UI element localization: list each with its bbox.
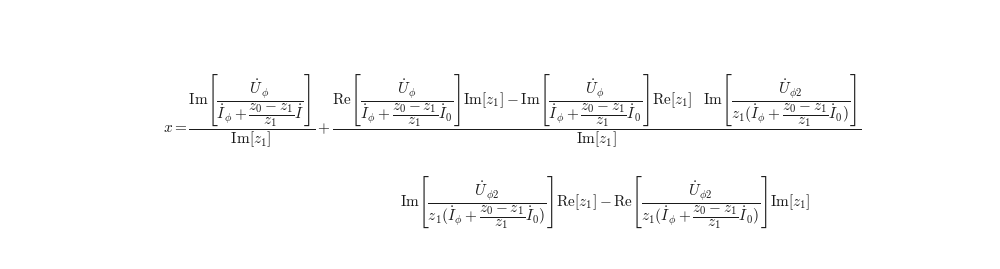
Text: $x = \dfrac{\mathrm{Im}\left[\dfrac{\dot{U}_{\phi}}{\dot{I}_{\phi}+\dfrac{z_0-z_: $x = \dfrac{\mathrm{Im}\left[\dfrac{\dot… [163,72,862,150]
Text: $\mathrm{Im}\left[\dfrac{\dot{U}_{\phi 2}}{z_1(\dot{I}_{\phi}+\dfrac{z_0-z_1}{z_: $\mathrm{Im}\left[\dfrac{\dot{U}_{\phi 2… [400,174,811,231]
